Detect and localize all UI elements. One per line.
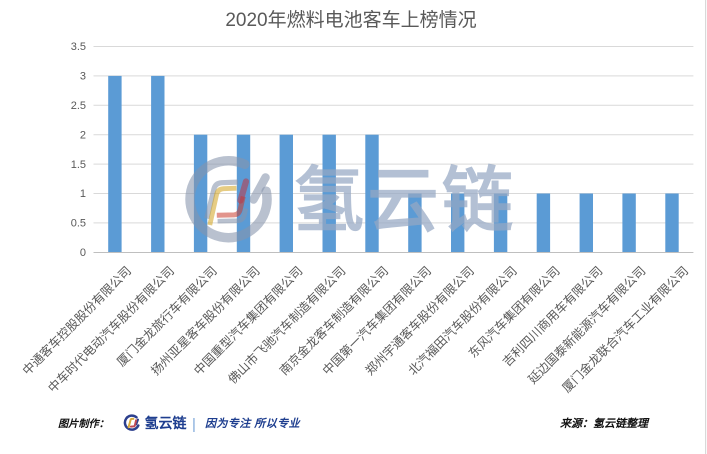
svg-text:0.5: 0.5 (71, 218, 86, 230)
svg-text:1.5: 1.5 (71, 159, 86, 171)
svg-text:2.5: 2.5 (71, 100, 86, 112)
svg-text:3.5: 3.5 (71, 41, 86, 53)
svg-text:1: 1 (80, 188, 86, 200)
svg-text:图片制作：: 图片制作： (58, 418, 109, 430)
svg-text:来源：氢云链整理: 来源：氢云链整理 (560, 417, 650, 430)
svg-text:因为专注 所以专业: 因为专注 所以专业 (205, 417, 302, 430)
svg-text:2020年燃料电池客车上榜情况: 2020年燃料电池客车上榜情况 (225, 9, 476, 31)
svg-text:0: 0 (80, 247, 86, 259)
svg-text:3: 3 (80, 71, 86, 83)
svg-text:|: | (192, 416, 196, 433)
svg-text:氢云链: 氢云链 (293, 162, 517, 241)
svg-text:2: 2 (80, 129, 86, 141)
svg-text:氢云链: 氢云链 (145, 415, 188, 431)
